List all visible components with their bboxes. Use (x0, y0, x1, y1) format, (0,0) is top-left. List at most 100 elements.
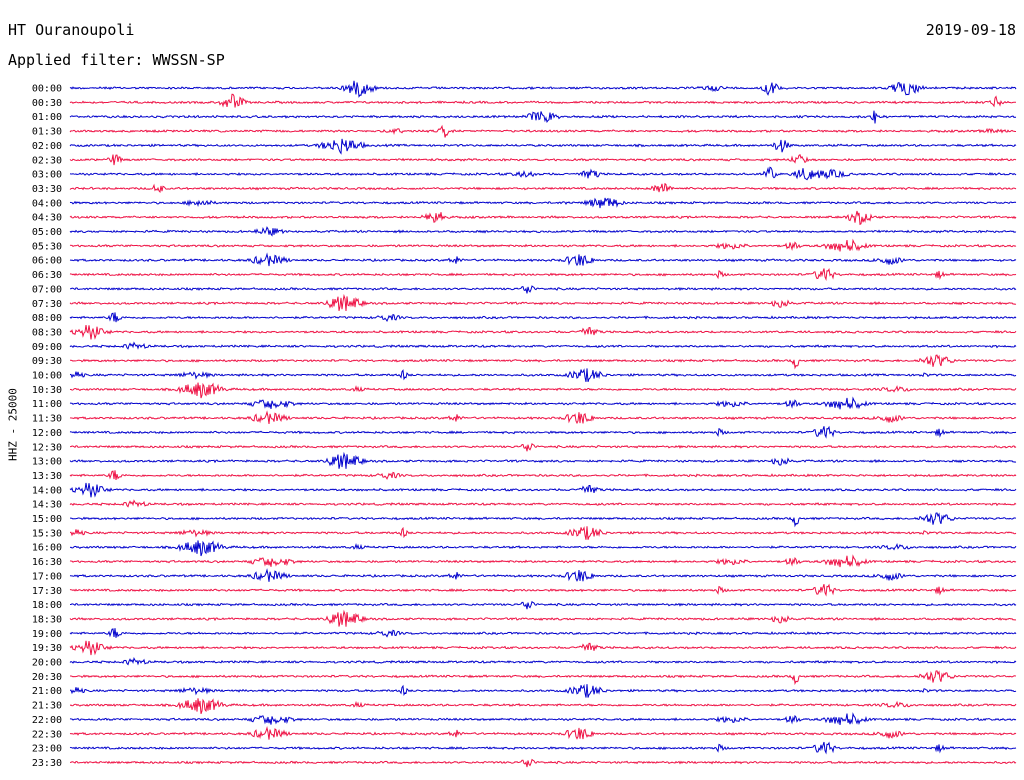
row-time-label: 06:00 (32, 256, 62, 267)
trace-line (69, 354, 1017, 370)
trace-line (69, 725, 1017, 740)
row-time-label: 13:00 (32, 457, 62, 468)
row-time-label: 05:00 (32, 227, 62, 238)
row-time-label: 00:00 (32, 84, 62, 95)
row-time-label: 19:00 (32, 629, 62, 640)
trace-line (69, 741, 1017, 755)
row-time-label: 15:30 (32, 528, 62, 539)
row-time-label: 07:00 (32, 284, 62, 295)
trace-line (69, 698, 1017, 714)
trace-line (69, 341, 1017, 350)
trace-line (69, 583, 1017, 597)
row-time-label: 22:00 (32, 715, 62, 726)
filter-prefix: Applied filter: (8, 51, 153, 69)
row-time-label: 14:00 (32, 485, 62, 496)
row-time-label: 17:30 (32, 586, 62, 597)
trace-line (69, 410, 1017, 425)
trace-line (69, 609, 1017, 627)
row-time-label: 09:30 (32, 356, 62, 367)
trace-line (70, 443, 1017, 452)
row-time-label: 17:00 (32, 571, 62, 582)
trace-line (69, 628, 1017, 638)
trace-line (69, 124, 1017, 138)
row-time-label: 14:30 (32, 500, 62, 511)
trace-line (69, 683, 1017, 698)
row-time-label: 16:30 (32, 557, 62, 568)
row-time-label: 00:30 (32, 98, 62, 109)
row-time-label: 12:00 (32, 428, 62, 439)
trace-line (69, 182, 1017, 193)
row-time-label: 21:00 (32, 686, 62, 697)
trace-line (69, 312, 1017, 323)
trace-line (69, 568, 1017, 582)
row-time-label: 20:00 (32, 658, 62, 669)
date-label: 2019-09-18 (925, 21, 1016, 39)
trace-line (69, 425, 1017, 439)
trace-line (69, 382, 1017, 399)
trace-line (69, 293, 1017, 312)
row-time-label: 16:00 (32, 543, 62, 554)
filter-label: Applied filter: WWSSN-SP (8, 52, 225, 68)
trace-line (69, 154, 1017, 166)
trace-line (69, 554, 1017, 568)
trace-line (69, 451, 1017, 469)
trace-line (69, 166, 1017, 181)
trace-line (69, 197, 1017, 209)
station-title: HT Ouranoupoli (8, 21, 135, 39)
row-time-label: 06:30 (32, 270, 62, 281)
trace-line (69, 110, 1017, 124)
row-time-label: 01:00 (32, 112, 62, 123)
trace-line (69, 368, 1017, 383)
row-time-label: 04:30 (32, 213, 62, 224)
trace-line (69, 640, 1017, 656)
trace-line (69, 396, 1017, 410)
trace-line (69, 526, 1017, 540)
trace-line (69, 226, 1017, 237)
trace-line (69, 470, 1017, 481)
row-time-label: 12:30 (32, 442, 62, 453)
row-time-label: 23:30 (32, 758, 62, 769)
row-time-label: 02:30 (32, 155, 62, 166)
trace-line (69, 482, 1017, 498)
trace-line (70, 285, 1017, 294)
row-time-label: 18:00 (32, 600, 62, 611)
trace-line (69, 238, 1017, 252)
trace-line (69, 670, 1017, 686)
row-time-label: 02:00 (32, 141, 62, 152)
row-time-label: 08:00 (32, 313, 62, 324)
trace-line (69, 267, 1017, 281)
filter-name: WWSSN-SP (152, 51, 225, 69)
trace-line (69, 210, 1017, 226)
row-time-label: 07:30 (32, 299, 62, 310)
row-time-label: 23:00 (32, 744, 62, 755)
row-time-label: 03:00 (32, 170, 62, 181)
trace-line (69, 138, 1017, 155)
trace-line (69, 325, 1017, 340)
trace-line (69, 80, 1017, 98)
trace-line (69, 499, 1017, 508)
row-time-label: 09:00 (32, 342, 62, 353)
row-time-label: 04:00 (32, 198, 62, 209)
row-time-label: 18:30 (32, 614, 62, 625)
row-time-label: 20:30 (32, 672, 62, 683)
row-time-label: 10:00 (32, 371, 62, 382)
row-time-label: 10:30 (32, 385, 62, 396)
trace-line (69, 657, 1017, 666)
trace-line (69, 252, 1017, 267)
trace-line (69, 512, 1017, 528)
row-time-label: 05:30 (32, 241, 62, 252)
row-time-label: 13:30 (32, 471, 62, 482)
trace-line (69, 712, 1017, 726)
trace-line (69, 540, 1017, 557)
row-time-label: 03:30 (32, 184, 62, 195)
row-time-label: 21:30 (32, 701, 62, 712)
row-time-label: 08:30 (32, 327, 62, 338)
trace-line (69, 93, 1017, 108)
row-time-label: 19:30 (32, 643, 62, 654)
trace-line (70, 600, 1017, 610)
row-time-label: 11:00 (32, 399, 62, 410)
trace-line (70, 758, 1017, 768)
row-time-label: 15:00 (32, 514, 62, 525)
